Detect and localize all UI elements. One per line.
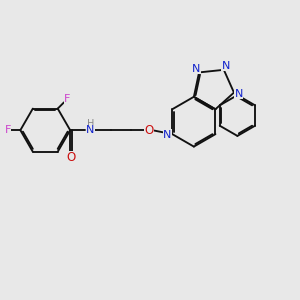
Text: O: O	[66, 151, 75, 164]
Text: H: H	[87, 119, 94, 129]
Text: N: N	[222, 61, 230, 70]
Text: N: N	[192, 64, 200, 74]
Text: N: N	[163, 130, 172, 140]
Text: N: N	[86, 125, 95, 135]
Text: O: O	[144, 124, 154, 137]
Text: N: N	[235, 88, 243, 99]
Text: F: F	[4, 125, 11, 135]
Text: F: F	[64, 94, 70, 104]
